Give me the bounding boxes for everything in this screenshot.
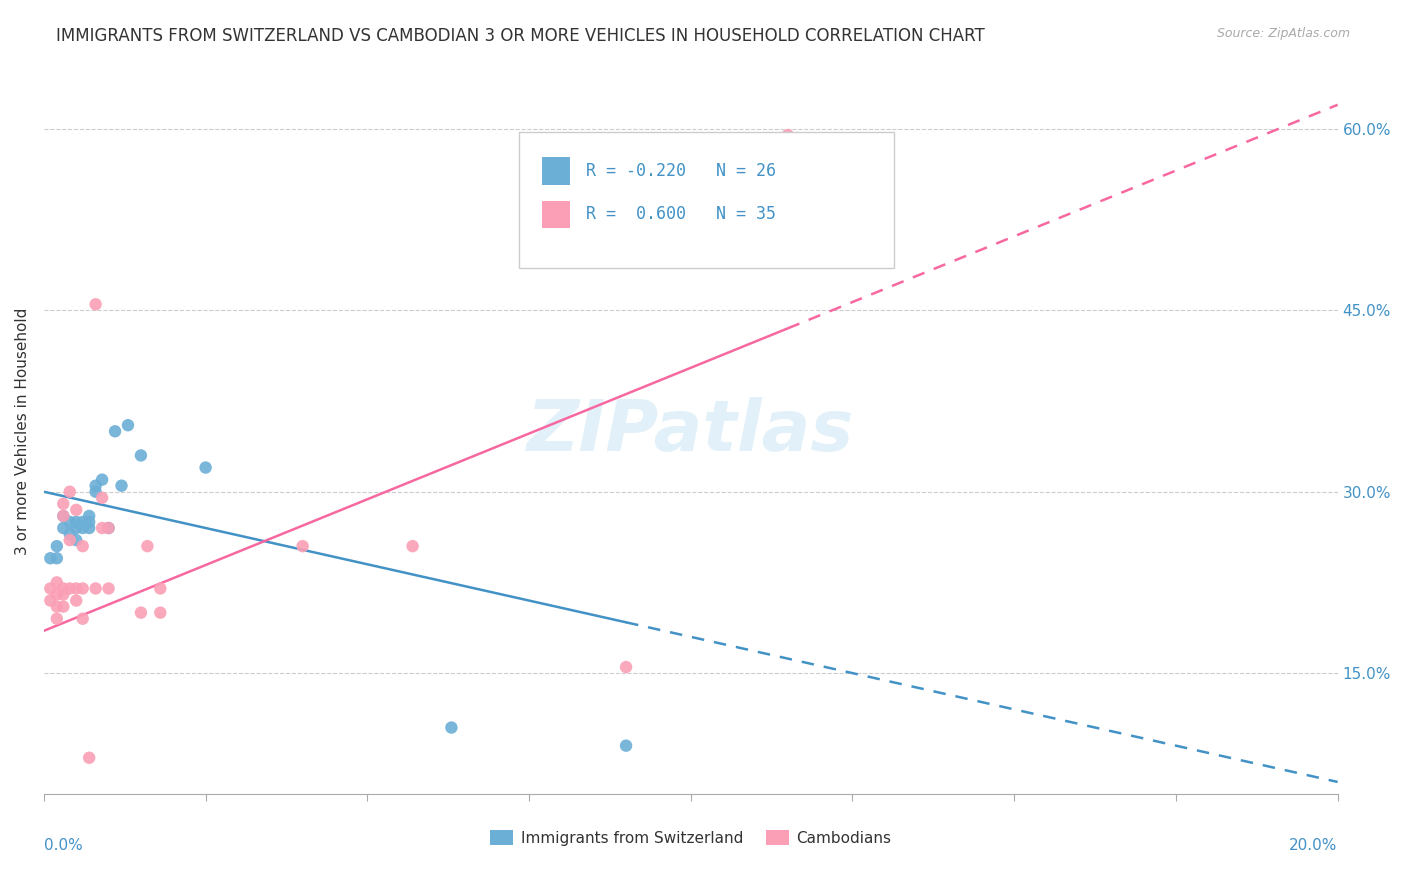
Point bbox=[614, 739, 637, 753]
Point bbox=[52, 599, 75, 614]
Point bbox=[72, 515, 94, 529]
Point bbox=[45, 599, 67, 614]
Point bbox=[149, 582, 172, 596]
Point bbox=[39, 551, 62, 566]
FancyBboxPatch shape bbox=[519, 132, 894, 268]
Point bbox=[65, 533, 87, 547]
Bar bbox=[541, 201, 571, 228]
Point bbox=[52, 587, 75, 601]
Point bbox=[59, 484, 82, 499]
Point bbox=[45, 539, 67, 553]
Point bbox=[65, 593, 87, 607]
Point bbox=[72, 539, 94, 553]
Point bbox=[45, 612, 67, 626]
Text: 0.0%: 0.0% bbox=[44, 838, 83, 853]
Legend: Immigrants from Switzerland, Cambodians: Immigrants from Switzerland, Cambodians bbox=[484, 823, 897, 852]
Point bbox=[45, 587, 67, 601]
Point bbox=[39, 582, 62, 596]
Point bbox=[104, 424, 127, 438]
Text: 20.0%: 20.0% bbox=[1289, 838, 1337, 853]
Point bbox=[97, 582, 120, 596]
Point bbox=[77, 521, 100, 535]
Text: ZIPatlas: ZIPatlas bbox=[527, 397, 855, 466]
Point bbox=[91, 491, 114, 505]
Point bbox=[77, 508, 100, 523]
Point bbox=[65, 582, 87, 596]
Point bbox=[45, 575, 67, 590]
Point bbox=[84, 297, 107, 311]
Text: R =  0.600   N = 35: R = 0.600 N = 35 bbox=[586, 205, 776, 223]
Point bbox=[291, 539, 314, 553]
Point bbox=[401, 539, 423, 553]
Point bbox=[84, 582, 107, 596]
Text: IMMIGRANTS FROM SWITZERLAND VS CAMBODIAN 3 OR MORE VEHICLES IN HOUSEHOLD CORRELA: IMMIGRANTS FROM SWITZERLAND VS CAMBODIAN… bbox=[56, 27, 986, 45]
Point bbox=[91, 521, 114, 535]
Point bbox=[97, 521, 120, 535]
Point bbox=[59, 527, 82, 541]
Point bbox=[45, 551, 67, 566]
Point bbox=[77, 751, 100, 765]
Point bbox=[65, 503, 87, 517]
Point bbox=[84, 478, 107, 492]
Point bbox=[110, 478, 132, 492]
Text: R = -0.220   N = 26: R = -0.220 N = 26 bbox=[586, 161, 776, 180]
Point bbox=[129, 449, 152, 463]
Point bbox=[117, 418, 139, 433]
Point bbox=[776, 128, 799, 142]
Bar bbox=[541, 157, 571, 185]
Point bbox=[72, 582, 94, 596]
Point bbox=[52, 508, 75, 523]
Point bbox=[97, 521, 120, 535]
Point bbox=[91, 473, 114, 487]
Point bbox=[72, 612, 94, 626]
Point bbox=[440, 721, 463, 735]
Point bbox=[59, 515, 82, 529]
Point bbox=[39, 593, 62, 607]
Point bbox=[59, 582, 82, 596]
Point bbox=[59, 533, 82, 547]
Point bbox=[52, 521, 75, 535]
Text: Source: ZipAtlas.com: Source: ZipAtlas.com bbox=[1216, 27, 1350, 40]
Point bbox=[129, 606, 152, 620]
Point bbox=[65, 521, 87, 535]
Point bbox=[614, 660, 637, 674]
Point bbox=[149, 606, 172, 620]
Point bbox=[65, 515, 87, 529]
Point bbox=[194, 460, 217, 475]
Point bbox=[52, 508, 75, 523]
Point bbox=[72, 521, 94, 535]
Point bbox=[84, 484, 107, 499]
Point bbox=[52, 582, 75, 596]
Point bbox=[52, 497, 75, 511]
Point bbox=[77, 515, 100, 529]
Y-axis label: 3 or more Vehicles in Household: 3 or more Vehicles in Household bbox=[15, 308, 30, 555]
Point bbox=[136, 539, 159, 553]
